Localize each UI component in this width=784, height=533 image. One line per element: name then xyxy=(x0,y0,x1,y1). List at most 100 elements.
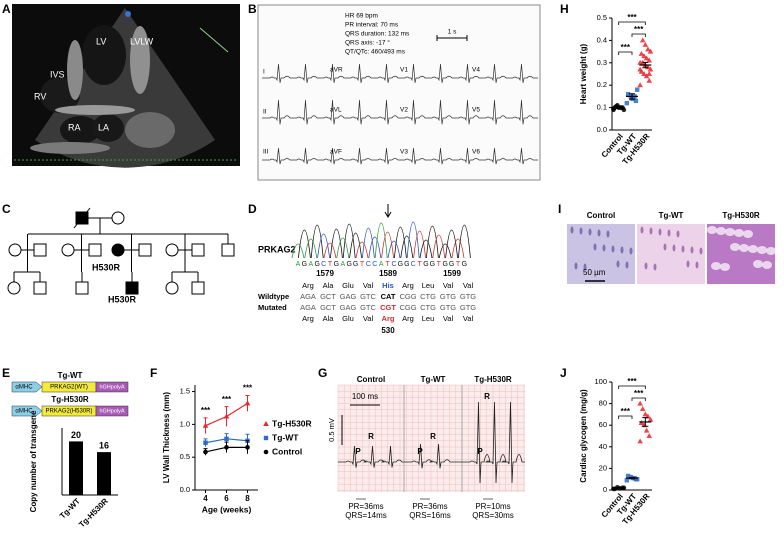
histology-feature xyxy=(583,263,587,271)
pedigree-female xyxy=(111,243,125,257)
sequence-base: G xyxy=(423,261,428,268)
construct-part: hGHpolyA xyxy=(99,408,124,414)
error-bar xyxy=(629,93,635,100)
residue: Leu xyxy=(422,314,435,323)
histology-feature xyxy=(649,227,653,235)
pedigree-female xyxy=(111,211,125,225)
wave-label: P xyxy=(477,447,483,456)
echo-label: LA xyxy=(98,122,109,132)
ecg-scale-label: 1 s xyxy=(448,29,457,36)
significance-bracket xyxy=(618,51,633,55)
panel-letter: B xyxy=(248,2,257,16)
sequence-base: T xyxy=(360,261,365,268)
sequence-base: G xyxy=(430,261,435,268)
ecg-trace xyxy=(262,99,538,125)
sequence-base: G xyxy=(462,261,467,268)
pedigree-male xyxy=(138,243,152,257)
sequence-base: G xyxy=(346,261,351,268)
legend-marker xyxy=(263,421,269,426)
echo-structure xyxy=(55,105,135,115)
sequence-base: C xyxy=(411,261,416,268)
bar xyxy=(97,452,111,495)
ecg-header: QRS axis: -17 ° xyxy=(345,39,390,47)
significance: *** xyxy=(243,384,253,393)
chromatogram-peak xyxy=(342,223,356,259)
chromatogram-peak xyxy=(304,238,318,259)
error-bar xyxy=(615,487,622,489)
y-tick-label: 0.4 xyxy=(597,35,607,44)
significance-bracket xyxy=(631,33,646,37)
pedigree-female xyxy=(165,243,179,257)
data-point xyxy=(637,66,643,72)
echo-structure xyxy=(82,25,126,85)
pr-interval: PR=10ms xyxy=(475,502,510,511)
chromatogram-peak xyxy=(419,239,433,259)
histology-feature xyxy=(725,228,735,236)
mouse-ecg-trace xyxy=(462,401,525,484)
echo-scale xyxy=(199,27,229,53)
pedigree-male xyxy=(75,281,89,295)
ecg-lead-label: II xyxy=(263,109,267,116)
pr-interval: PR=36ms xyxy=(348,502,383,511)
residue: Glu xyxy=(342,281,354,290)
construct-name: Tg-H530R xyxy=(51,395,89,404)
chromatogram-peak xyxy=(445,229,458,259)
residue: Val xyxy=(363,314,374,323)
value-label: 20 xyxy=(71,430,81,440)
ecg-lead-label: III xyxy=(263,149,269,156)
carrier-label: H530R xyxy=(92,262,121,272)
ecg-header: QT/QTc: 460/493 ms xyxy=(345,49,406,56)
residue: Ala xyxy=(323,314,335,323)
chromatogram-peak xyxy=(368,236,382,259)
ecg-header: QRS duration: 132 ms xyxy=(345,31,410,38)
data-point xyxy=(624,478,629,483)
ecg-lead-label: V2 xyxy=(400,107,408,114)
residue: Ala xyxy=(323,281,335,290)
y-tick-label: 1.0 xyxy=(180,419,190,428)
wave-label: R xyxy=(368,432,374,441)
data-point xyxy=(203,449,208,455)
sequence-base: T xyxy=(328,261,333,268)
significance: *** xyxy=(621,407,631,416)
data-point xyxy=(642,41,649,47)
x-tick-label: 8 xyxy=(245,494,250,503)
pedigree-male xyxy=(191,281,205,295)
data-point xyxy=(202,422,209,428)
y-tick-label: 1.5 xyxy=(180,387,190,396)
construct-name: Tg-WT xyxy=(58,371,83,380)
y-tick-label: 100 xyxy=(594,377,607,386)
histology-feature xyxy=(616,260,620,268)
error-bar xyxy=(629,476,635,480)
histology-image xyxy=(567,224,635,284)
construct-part: PRKAG2(WT) xyxy=(50,385,88,391)
echo-structure xyxy=(130,26,150,94)
construct-part: PRKAG2(H530R) xyxy=(45,409,92,415)
panel-letter: F xyxy=(150,366,157,380)
chromatogram-peak xyxy=(355,241,369,259)
codon: GCT xyxy=(320,303,336,312)
data-point xyxy=(625,473,631,479)
panel-letter: C xyxy=(2,202,11,216)
histology-feature xyxy=(597,229,601,237)
carrier-label: H530R xyxy=(108,294,137,304)
significance: *** xyxy=(627,13,637,22)
data-point xyxy=(624,100,629,106)
residue: Arg xyxy=(402,314,414,323)
data-point xyxy=(224,436,229,442)
data-point xyxy=(203,440,208,445)
y-tick-label: 40 xyxy=(599,442,607,451)
echo-structure xyxy=(30,142,110,154)
histology-image xyxy=(637,224,705,284)
construct-part: αMHC xyxy=(15,385,33,391)
histology-feature xyxy=(602,244,606,252)
sequence-base: A xyxy=(308,261,313,268)
legend-marker xyxy=(263,449,269,455)
histology-feature xyxy=(658,228,662,236)
codon: GAG xyxy=(340,303,357,312)
group-name: Tg-H530R xyxy=(474,375,512,384)
significance: *** xyxy=(634,25,644,34)
histology-feature xyxy=(606,230,610,238)
ecg-header: HR 69 bpm xyxy=(345,13,378,20)
residue: Val xyxy=(463,281,474,290)
ecg-lead-label: V3 xyxy=(400,149,408,156)
